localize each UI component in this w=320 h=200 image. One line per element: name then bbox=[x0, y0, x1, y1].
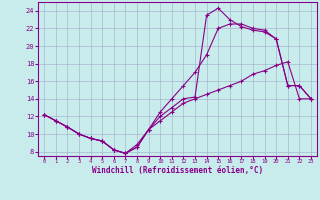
X-axis label: Windchill (Refroidissement éolien,°C): Windchill (Refroidissement éolien,°C) bbox=[92, 166, 263, 175]
